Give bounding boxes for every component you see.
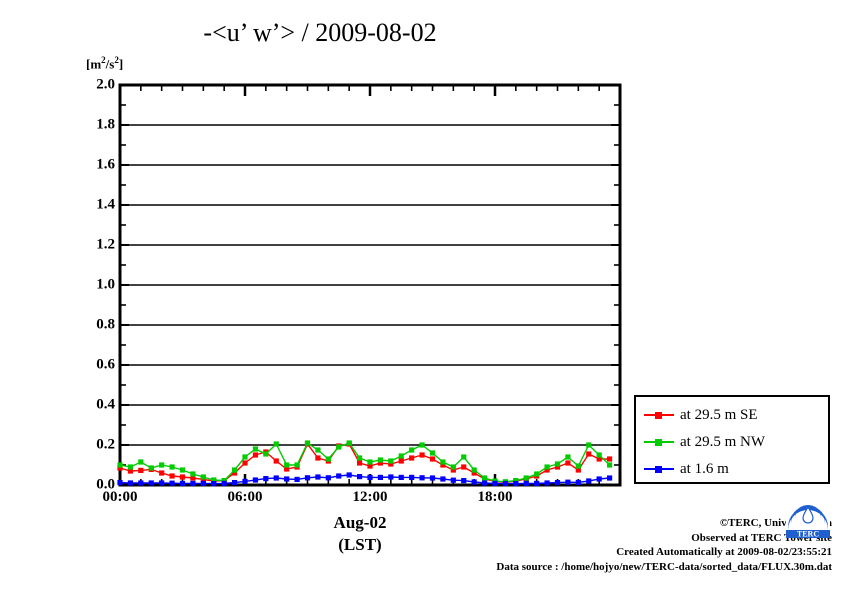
legend-item-label: at 29.5 m NW <box>680 433 765 450</box>
footer-copyright: ©TERC, Univ. Tsukuba <box>719 517 832 529</box>
page-title: -<u’ w’> / 2009-08-02 <box>203 18 437 47</box>
y-tick-label: 0.4 <box>96 396 115 413</box>
y-tick-label: 0.8 <box>96 316 115 333</box>
x-axis-timezone: (LST) <box>338 535 382 554</box>
legend-item[interactable]: at 1.6 m <box>636 455 828 483</box>
footer-data-source: Data source : /home/hojyo/new/TERC-data/… <box>496 560 832 573</box>
x-axis-date: Aug-02 <box>333 513 387 532</box>
y-tick-label: 0.6 <box>96 356 115 373</box>
legend-marker-icon <box>644 436 674 448</box>
x-tick-label: 12:00 <box>352 489 388 505</box>
y-axis-tick-labels: 0.0 0.2 0.4 0.6 0.8 1.0 1.2 1.4 1.6 1.8 2.0 <box>70 0 115 595</box>
legend-item-label: at 29.5 m SE <box>680 406 758 423</box>
legend-marker-icon <box>644 409 674 421</box>
y-tick-label: 0.2 <box>96 436 115 453</box>
x-tick-label: 18:00 <box>477 489 513 505</box>
legend-marker-icon <box>644 463 674 475</box>
y-tick-label: 1.8 <box>96 116 115 133</box>
legend-item[interactable]: at 29.5 m NW <box>636 428 828 456</box>
y-tick-label: 1.4 <box>96 196 115 213</box>
footer-created-timestamp: Created Automatically at 2009-08-02/23:5… <box>616 546 832 558</box>
y-tick-label: 2.0 <box>96 76 115 93</box>
footer-credits: ©TERC, Univ. Tsukuba Observed at TERC To… <box>412 516 832 574</box>
y-axis-unit-label: [m2/s2] <box>86 55 124 72</box>
terc-logo-icon: TERC <box>786 505 830 539</box>
y-tick-label: 1.2 <box>96 236 115 253</box>
footer-observation-site: Observed at TERC Tower site <box>691 531 832 544</box>
svg-text:TERC: TERC <box>797 530 819 539</box>
y-tick-label: 1.6 <box>96 156 115 173</box>
legend-item[interactable]: at 29.5 m SE <box>636 401 828 429</box>
y-tick-label: 0.0 <box>96 476 115 493</box>
x-tick-label: 00:00 <box>102 489 138 505</box>
x-axis-caption: Aug-02 (LST) <box>280 512 440 556</box>
legend-item-label: at 1.6 m <box>680 460 729 477</box>
x-tick-label: 06:00 <box>227 489 263 505</box>
legend: at 29.5 m SE at 29.5 m NW at 1.6 m <box>634 395 830 484</box>
y-tick-label: 1.0 <box>96 276 115 293</box>
